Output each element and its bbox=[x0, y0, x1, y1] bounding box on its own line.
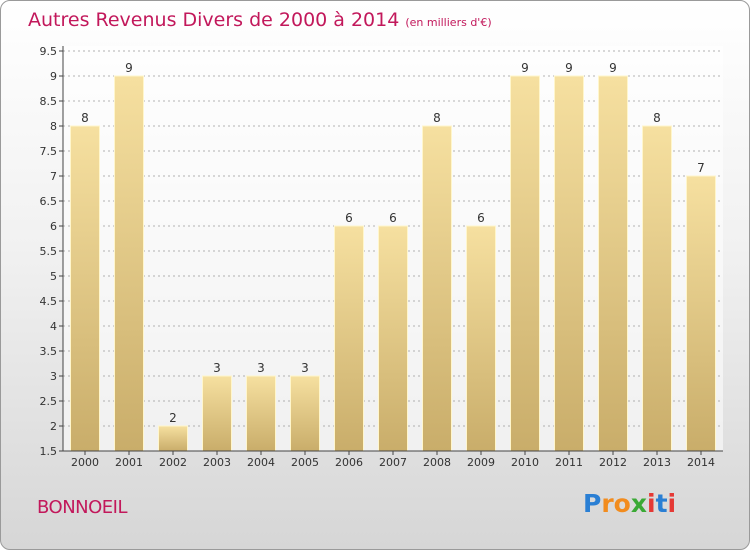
data-label: 9 bbox=[609, 61, 617, 75]
data-label: 9 bbox=[125, 61, 133, 75]
logo-letter: o bbox=[613, 489, 631, 518]
place-name: BONNOEIL bbox=[37, 497, 128, 518]
chart-subtitle: (en milliers d'€) bbox=[405, 16, 492, 29]
x-tick-label: 2012 bbox=[599, 456, 627, 469]
y-tick-label: 2 bbox=[50, 420, 57, 433]
bar bbox=[70, 125, 100, 452]
bar bbox=[378, 225, 408, 452]
y-tick-label: 7.5 bbox=[40, 145, 58, 158]
logo-letter: i bbox=[667, 489, 677, 518]
y-tick-label: 4.5 bbox=[40, 295, 58, 308]
y-tick-label: 4 bbox=[50, 320, 57, 333]
x-tick-label: 2007 bbox=[379, 456, 407, 469]
bar bbox=[686, 175, 716, 452]
x-tick-label: 2000 bbox=[71, 456, 99, 469]
x-tick-label: 2011 bbox=[555, 456, 583, 469]
chart-title-block: Autres Revenus Divers de 2000 à 2014 (en … bbox=[28, 9, 492, 31]
bar bbox=[290, 375, 320, 452]
y-tick-label: 3 bbox=[50, 370, 57, 383]
bar bbox=[158, 425, 188, 452]
x-tick-label: 2003 bbox=[203, 456, 231, 469]
chart-title: Autres Revenus Divers de 2000 à 2014 bbox=[28, 9, 400, 31]
bar bbox=[334, 225, 364, 452]
x-tick-label: 2002 bbox=[159, 456, 187, 469]
data-label: 3 bbox=[257, 361, 265, 375]
data-label: 8 bbox=[433, 111, 441, 125]
y-tick-label: 5 bbox=[50, 270, 57, 283]
bar bbox=[202, 375, 232, 452]
data-label: 6 bbox=[477, 211, 485, 225]
y-tick-label: 7 bbox=[50, 170, 57, 183]
bar bbox=[642, 125, 672, 452]
data-label: 8 bbox=[653, 111, 661, 125]
bar bbox=[598, 75, 628, 452]
x-tick-label: 2001 bbox=[115, 456, 143, 469]
logo-letter: r bbox=[601, 489, 614, 518]
bar bbox=[510, 75, 540, 452]
x-tick-label: 2006 bbox=[335, 456, 363, 469]
y-tick-label: 9 bbox=[50, 70, 57, 83]
data-label: 6 bbox=[389, 211, 397, 225]
logo-letter: t bbox=[655, 489, 668, 518]
data-label: 9 bbox=[565, 61, 573, 75]
y-tick-label: 8 bbox=[50, 120, 57, 133]
x-tick-label: 2010 bbox=[511, 456, 539, 469]
y-tick-label: 5.5 bbox=[40, 245, 58, 258]
bar bbox=[466, 225, 496, 452]
y-tick-label: 8.5 bbox=[40, 95, 58, 108]
bar bbox=[114, 75, 144, 452]
proxiti-logo[interactable]: Proxiti bbox=[583, 489, 676, 518]
x-tick-label: 2009 bbox=[467, 456, 495, 469]
y-tick-label: 6.5 bbox=[40, 195, 58, 208]
bar bbox=[554, 75, 584, 452]
data-label: 8 bbox=[81, 111, 89, 125]
y-tick-label: 1.5 bbox=[40, 445, 58, 458]
data-label: 3 bbox=[213, 361, 221, 375]
x-tick-label: 2013 bbox=[643, 456, 671, 469]
y-tick-label: 2.5 bbox=[40, 395, 58, 408]
y-tick-label: 3.5 bbox=[40, 345, 58, 358]
logo-letter: i bbox=[647, 489, 656, 518]
data-label: 3 bbox=[301, 361, 309, 375]
x-tick-label: 2014 bbox=[687, 456, 715, 469]
x-tick-label: 2004 bbox=[247, 456, 275, 469]
data-label: 6 bbox=[345, 211, 353, 225]
logo-letter: P bbox=[583, 489, 602, 518]
bar bbox=[422, 125, 452, 452]
y-tick-label: 9.5 bbox=[40, 45, 58, 58]
x-tick-label: 2005 bbox=[291, 456, 319, 469]
y-tick-label: 6 bbox=[50, 220, 57, 233]
x-tick-label: 2008 bbox=[423, 456, 451, 469]
data-label: 2 bbox=[169, 411, 177, 425]
logo-letter: x bbox=[630, 489, 647, 518]
data-label: 7 bbox=[697, 161, 705, 175]
bar bbox=[246, 375, 276, 452]
data-label: 9 bbox=[521, 61, 529, 75]
